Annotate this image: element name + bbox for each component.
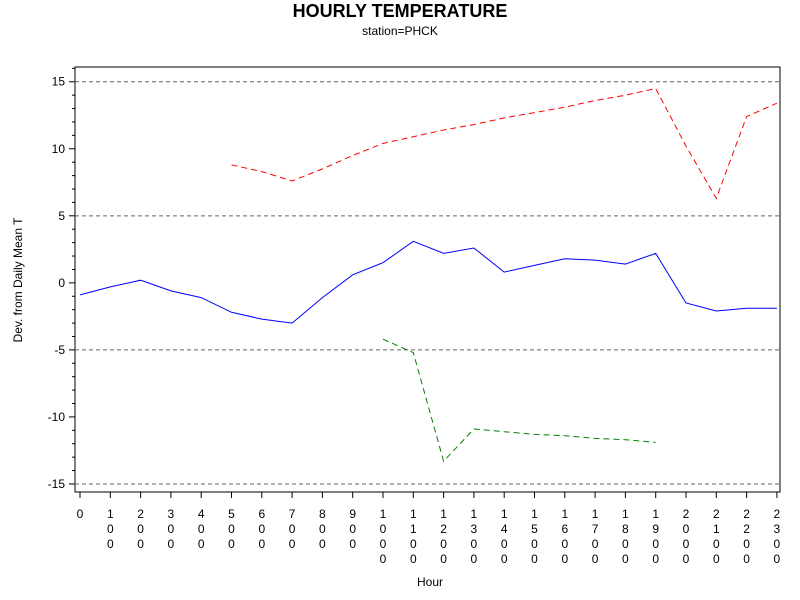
series-line-2 [231, 87, 778, 200]
y-axis-label: Dev. from Daily Mean T [11, 217, 25, 343]
y-tick-label: -15 [48, 477, 66, 491]
y-tick-label: 5 [58, 209, 65, 223]
x-axis-label: Hour [417, 575, 443, 589]
series-line-3 [382, 338, 656, 463]
series-line-1 [79, 240, 777, 324]
chart-subtitle: station=PHCK [362, 24, 438, 38]
y-tick-label: -5 [54, 343, 65, 357]
y-tick-label: 0 [58, 276, 65, 290]
reference-lines [75, 81, 780, 485]
y-tick-label: -10 [48, 410, 66, 424]
x-axis: 0 1 0 0 2 0 0 3 0 0 4 0 0 5 0 0 6 0 0 7 0 0 8 0 0 9 0 0 1 0 0 0 1 1 0 0 1 2 0 0… [77, 492, 781, 566]
y-tick-label: 15 [52, 75, 66, 89]
chart-title: HOURLY TEMPERATURE [292, 1, 508, 21]
x-tick-label: 0 [77, 507, 84, 521]
y-axis: -15 -10 -5 0 5 10 15 [48, 67, 75, 491]
y-tick-label: 10 [52, 142, 66, 156]
series-group [79, 87, 778, 463]
plot-frame [74, 66, 781, 493]
